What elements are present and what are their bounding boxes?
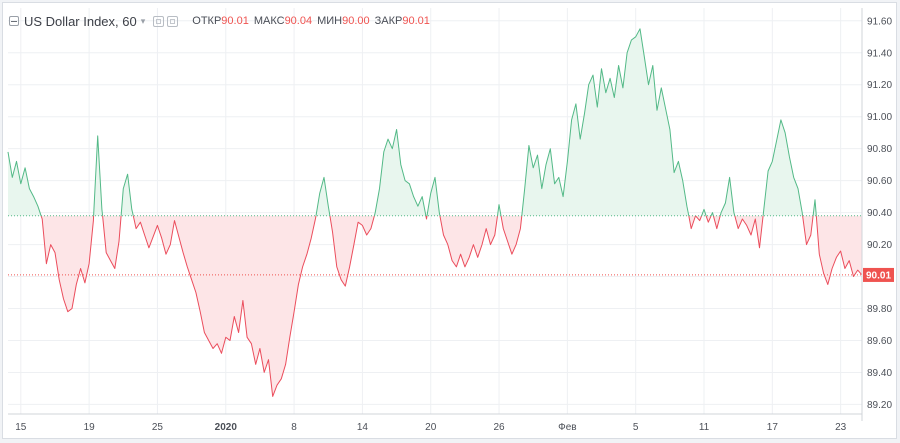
x-tick-label: 8 (291, 422, 297, 433)
price-line-up (719, 176, 736, 216)
price-line-down (688, 215, 696, 230)
y-tick-label: 91.00 (867, 112, 892, 123)
price-line-down (132, 215, 317, 397)
collapse-legend-icon[interactable] (9, 16, 19, 26)
y-tick-label: 91.40 (867, 48, 892, 59)
area-above-baseline (121, 174, 134, 216)
last-price-badge (863, 267, 894, 282)
y-tick-label: 91.60 (867, 16, 892, 27)
y-axis-ticks: 89.2089.4089.6089.8090.0090.2090.4090.60… (867, 16, 892, 411)
y-tick-label: 89.60 (867, 336, 892, 347)
x-axis-ticks: 15 19 25 2020 8 14 20 26 Фев 5 11 17 23 (15, 422, 846, 433)
price-line-down (734, 215, 764, 249)
x-tick-label: 20 (425, 422, 437, 433)
area-above-baseline (521, 28, 689, 216)
y-tick-label: 91.20 (867, 80, 892, 91)
area-above-baseline (427, 177, 440, 216)
price-line-up (521, 28, 690, 216)
x-tick-label: 11 (699, 422, 710, 433)
high-label: МАКС (253, 15, 285, 27)
y-tick-label: 90.40 (867, 208, 892, 219)
last-price-text: 90.01 (866, 270, 891, 281)
price-line-up (762, 119, 804, 216)
area-below-baseline (439, 215, 498, 267)
ohlc-values: ОТКР 90.01 МАКС 90.04 МИН 90.00 ЗАКР 90.… (187, 15, 430, 27)
area-above-baseline (8, 151, 42, 216)
area-below-baseline (501, 215, 522, 255)
open-label: ОТКР (192, 15, 222, 27)
price-line-down (712, 215, 721, 230)
area-above-baseline (720, 177, 735, 216)
x-tick-label: Фев (558, 422, 576, 433)
compare-square-icon[interactable] (167, 15, 179, 27)
area-below-baseline (802, 215, 814, 245)
price-line-up (120, 173, 134, 216)
price-line-down (439, 215, 498, 268)
axes (8, 8, 863, 421)
area-above-baseline (93, 135, 103, 216)
y-tick-label: 89.40 (867, 368, 892, 379)
low-value: 90.00 (342, 15, 370, 27)
x-tick-label: 25 (152, 422, 164, 433)
grid (8, 8, 862, 414)
price-line-up (7, 151, 42, 216)
y-tick-label: 89.20 (867, 400, 892, 411)
x-tick-label: 17 (767, 422, 779, 433)
area-below-baseline (688, 215, 696, 229)
symbol-title[interactable]: US Dollar Index, 60 (24, 13, 137, 29)
area-below-baseline (41, 215, 94, 312)
price-line-down (705, 215, 712, 223)
open-value: 90.01 (221, 15, 249, 27)
area-above-baseline (763, 119, 803, 216)
y-tick-label: 89.80 (867, 304, 892, 315)
close-value: 90.01 (402, 15, 430, 27)
chart-legend: US Dollar Index, 60 ▾ ОТКР 90.01 МАКС 90… (9, 12, 430, 30)
area-below-baseline (133, 215, 316, 397)
y-tick-label: 90.60 (867, 176, 892, 187)
area-above-baseline (374, 129, 426, 216)
price-line-up (373, 129, 427, 216)
price-line-down (425, 215, 428, 220)
price-line-down (802, 215, 814, 246)
chevron-down-icon[interactable]: ▾ (140, 15, 146, 26)
low-label: МИН (317, 15, 343, 27)
x-tick-label: 19 (84, 422, 96, 433)
last-price-marker: 90.01 (863, 267, 894, 282)
price-line-down (695, 215, 703, 222)
price-line-up (497, 204, 502, 216)
y-tick-label: 90.20 (867, 240, 892, 251)
price-line-up (710, 212, 714, 217)
price-line-down (500, 215, 523, 255)
price-line-up (701, 208, 707, 216)
x-tick-label: 15 (15, 422, 27, 433)
y-tick-label: 90.80 (867, 144, 892, 155)
area-above-baseline (316, 177, 330, 216)
x-tick-label: 2020 (215, 422, 238, 433)
x-tick-label: 14 (357, 422, 369, 433)
area-below-baseline (329, 215, 375, 287)
area-below-baseline (816, 215, 862, 285)
price-line-up (93, 135, 104, 216)
reference-lines (8, 215, 862, 276)
price-line-down (102, 215, 122, 269)
price-line-up (426, 176, 441, 216)
x-tick-label: 26 (493, 422, 505, 433)
price-line-up (812, 199, 817, 216)
close-label: ЗАКР (374, 15, 403, 27)
x-tick-label: 5 (633, 422, 639, 433)
price-line-up (315, 176, 331, 216)
area-below-baseline (713, 215, 721, 229)
x-tick-label: 23 (835, 422, 847, 433)
price-line-down (40, 215, 95, 313)
price-line-down (329, 215, 375, 287)
high-value: 90.04 (284, 15, 313, 27)
settings-square-icon[interactable] (153, 15, 165, 27)
area-below-baseline (706, 215, 712, 223)
price-lines (7, 28, 863, 397)
